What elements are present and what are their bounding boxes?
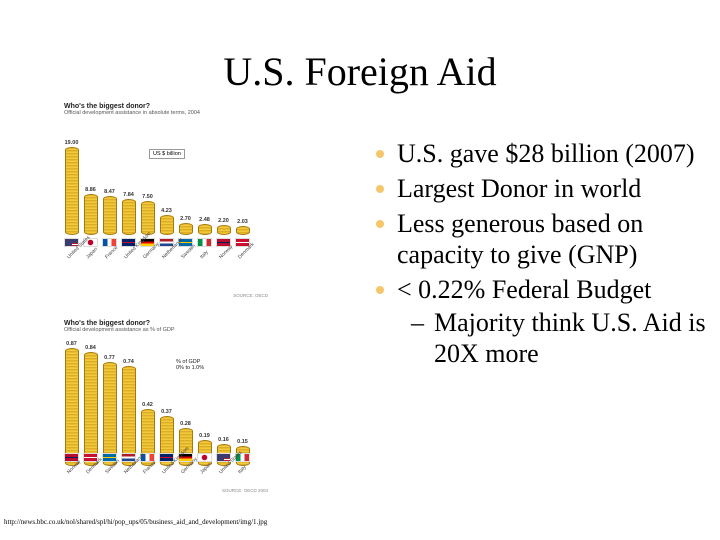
bar: 2.70 <box>178 216 193 235</box>
bar-value: 0.37 <box>161 409 172 415</box>
sub-bullet-text: Majority think U.S. Aid is 20X more <box>434 308 706 368</box>
chart-percent-gdp-donors: Who's the biggest donor? Official develo… <box>64 320 274 500</box>
flag-japan-icon <box>83 238 98 247</box>
bar-area: 19.00 8.86 8.47 7.84 7.50 4.23 2.70 2.48… <box>64 133 250 235</box>
bar-value: 0.77 <box>104 355 115 361</box>
chart-source: SOURCE: OECD 2004 <box>221 488 268 493</box>
bar: 0.42 <box>140 402 155 466</box>
flag-italy-icon <box>235 453 250 462</box>
flag-row <box>64 453 250 462</box>
flag-denmark-icon <box>83 453 98 462</box>
unit-line: 0% to 1.0% <box>176 365 205 371</box>
unit-line: % of GDP <box>176 359 201 365</box>
bar: 0.77 <box>102 355 117 466</box>
bar: 2.03 <box>235 219 250 235</box>
flag-france-icon <box>102 238 117 247</box>
chart-subtitle: Official development assistance in absol… <box>64 110 200 116</box>
bullet-text: Largest Donor in world <box>397 174 642 203</box>
bar-value: 0.19 <box>199 433 210 439</box>
unit-label: US $ billion <box>149 149 185 159</box>
source-url: http://news.bbc.co.uk/nol/shared/spl/hi/… <box>4 518 268 526</box>
unit-label: % of GDP 0% to 1.0% <box>176 359 204 371</box>
bullet-item: Less generous based on capacity to give … <box>372 208 712 270</box>
category-labels: Norway Denmark Sweden Netherlands France… <box>64 446 250 485</box>
category-label: Japan <box>85 246 99 261</box>
chart-title: Who's the biggest donor? <box>64 103 151 110</box>
bar-value: 4.23 <box>161 208 172 214</box>
bar-area: 0.87 0.84 0.77 0.74 0.42 0.37 0.28 0.19 … <box>64 338 250 466</box>
category-labels: United States Japan France United Kingdo… <box>64 231 256 270</box>
bar-value: 0.15 <box>237 439 248 445</box>
bullet-text: < 0.22% Federal Budget <box>397 275 652 304</box>
bar-value: 8.47 <box>104 189 115 195</box>
bullet-text: Less generous based on capacity to give … <box>397 209 644 269</box>
bar-value: 2.48 <box>199 217 210 223</box>
flag-germany-icon <box>178 453 193 462</box>
category-label: Japan <box>199 461 213 476</box>
bullet-dot-icon <box>376 286 384 294</box>
bar-value: 0.74 <box>123 359 134 365</box>
chart-subtitle: Official development assistance as % of … <box>64 327 175 333</box>
bar-value: 2.70 <box>180 216 191 222</box>
bar-value: 7.84 <box>123 192 134 198</box>
bar-value: 0.28 <box>180 421 191 427</box>
bar: 7.50 <box>140 194 155 235</box>
slide-title: U.S. Foreign Aid <box>223 49 497 94</box>
bar-value: 7.50 <box>142 194 153 200</box>
category-label: France <box>104 244 120 261</box>
flag-japan-icon <box>197 453 212 462</box>
bar: 8.86 <box>83 187 98 235</box>
bullet-item: U.S. gave $28 billion (2007) <box>372 138 712 169</box>
flag-denmark-icon <box>235 238 250 247</box>
category-label: Italy <box>237 464 248 476</box>
flag-netherlands-icon <box>159 238 174 247</box>
bar-value: 8.86 <box>85 187 96 193</box>
bar-value: 0.42 <box>142 402 153 408</box>
bar-value: 19.00 <box>64 140 79 146</box>
flag-row <box>64 238 250 247</box>
dash-icon: – <box>411 308 424 337</box>
bar-value: 2.03 <box>237 219 248 225</box>
bar-value: 2.20 <box>218 218 229 224</box>
bar: 8.47 <box>102 189 117 235</box>
flag-uk-icon <box>159 453 174 462</box>
category-label: Italy <box>199 249 210 261</box>
flag-sweden-icon <box>102 453 117 462</box>
flag-france-icon <box>140 453 155 462</box>
chart-title: Who's the biggest donor? <box>64 320 151 327</box>
bar-value: 0.16 <box>218 437 229 443</box>
bar: 19.00 <box>64 140 79 235</box>
flag-germany-icon <box>140 238 155 247</box>
bar-value: 0.87 <box>66 341 77 347</box>
flag-norway-icon <box>216 238 231 247</box>
bar: 2.20 <box>216 218 231 235</box>
bar: 7.84 <box>121 192 136 235</box>
flag-sweden-icon <box>178 238 193 247</box>
bullet-item: < 0.22% Federal Budget <box>372 274 712 305</box>
category-label: France <box>142 459 158 476</box>
flag-norway-icon <box>64 453 79 462</box>
bar: 4.23 <box>159 208 174 235</box>
bullet-dot-icon <box>376 220 384 228</box>
bullet-dot-icon <box>376 150 384 158</box>
flag-usa-icon <box>64 238 79 247</box>
bullet-dot-icon <box>376 185 384 193</box>
sub-bullet-item: – Majority think U.S. Aid is 20X more <box>372 307 712 369</box>
bullet-list: U.S. gave $28 billion (2007) Largest Don… <box>372 138 712 369</box>
chart-absolute-donors: Who's the biggest donor? Official develo… <box>64 103 274 303</box>
bar: 0.74 <box>121 359 136 466</box>
bar-value: 0.84 <box>85 345 96 351</box>
flag-italy-icon <box>197 238 212 247</box>
bullet-item: Largest Donor in world <box>372 173 712 204</box>
flag-netherlands-icon <box>121 453 136 462</box>
bar: 2.48 <box>197 217 212 235</box>
bullet-text: U.S. gave $28 billion (2007) <box>397 139 695 168</box>
chart-source: SOURCE: OECD <box>233 293 268 298</box>
flag-usa-icon <box>216 453 231 462</box>
flag-uk-icon <box>121 238 136 247</box>
bar: 0.84 <box>83 345 98 466</box>
bar: 0.87 <box>64 341 79 466</box>
